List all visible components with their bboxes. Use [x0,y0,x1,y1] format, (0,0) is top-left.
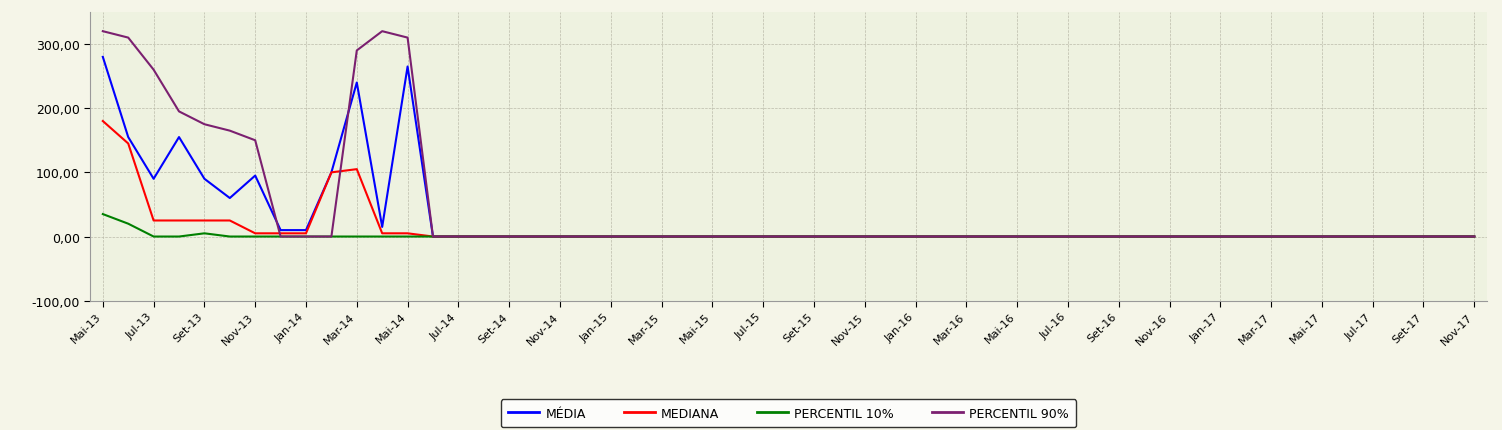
Legend: MÉDIA, MEDIANA, PERCENTIL 10%, PERCENTIL 90%: MÉDIA, MEDIANA, PERCENTIL 10%, PERCENTIL… [500,399,1077,427]
